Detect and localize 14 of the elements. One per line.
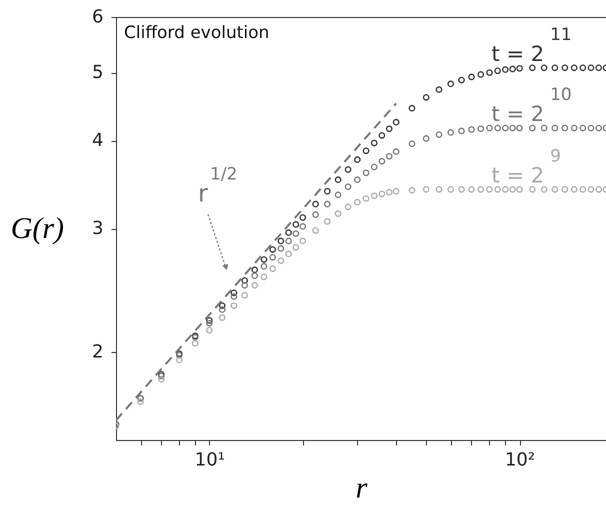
y-axis-title: G(r) [10, 212, 64, 245]
y-tick-label: 3 [92, 218, 104, 239]
annotation: Clifford evolution [124, 23, 270, 43]
series-label: t = 29 [492, 146, 561, 188]
x-axis-title: r [356, 472, 368, 504]
y-tick-label: 2 [92, 342, 104, 363]
y-tick-label: 4 [92, 130, 104, 152]
x-tick-label: 10² [504, 450, 536, 470]
y-tick-label: 6 [92, 6, 104, 28]
series-label: t = 211 [492, 24, 572, 66]
y-tick-label: 5 [92, 62, 104, 84]
text: r1/2 [198, 164, 238, 208]
x-tick-label: 10¹ [194, 450, 225, 470]
series-label: t = 210 [492, 85, 572, 126]
